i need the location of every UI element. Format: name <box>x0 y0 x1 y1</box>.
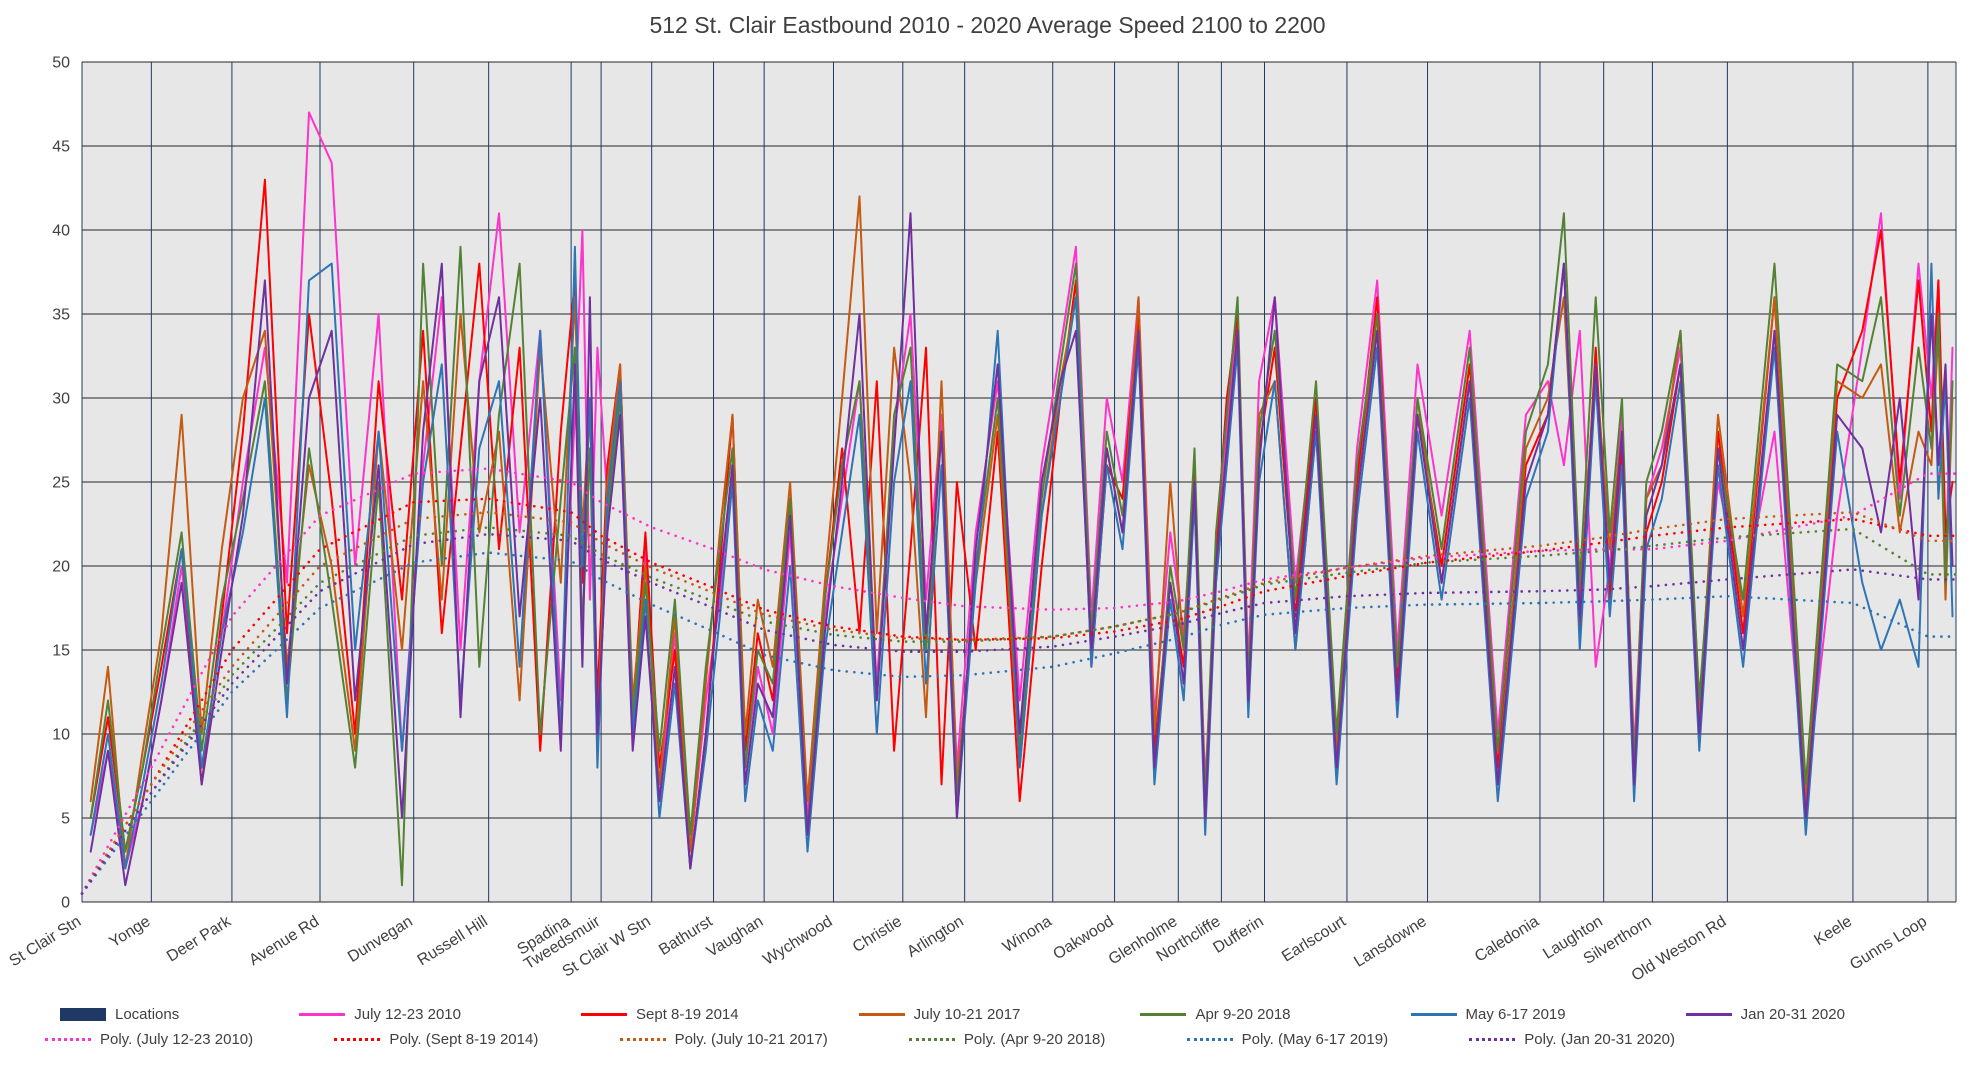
trendline-poly-july-12-23-2010 <box>80 467 1958 895</box>
legend-swatch-poly-may-6-17-2019 <box>1186 1038 1233 1041</box>
legend-swatch-poly-jan-20-31-2020 <box>1469 1038 1516 1041</box>
legend-swatch-poly-july-12-23-2010 <box>45 1038 91 1041</box>
legend-label: July 12-23 2010 <box>354 1006 461 1023</box>
legend-label: Poly. (July 12-23 2010) <box>100 1031 254 1048</box>
x-tick-label: Lansdowne <box>1351 913 1430 971</box>
x-tick-label: Arlington <box>904 913 967 961</box>
x-tick-label: St Clair Stn <box>6 913 84 970</box>
x-tick-label: Vaughan <box>704 913 766 961</box>
legend-item-locations: Locations <box>60 1006 179 1023</box>
x-tick-label: Dufferin <box>1210 913 1266 957</box>
legend-swatch-jan-20-31-2020 <box>1685 1013 1732 1016</box>
y-axis-labels: 0 5 10 15 20 25 30 35 40 45 50 <box>52 55 70 912</box>
legend-item-poly-july-12-23-2010: Poly. (July 12-23 2010) <box>45 1031 253 1048</box>
y-tick-label: 15 <box>52 643 70 660</box>
legend-label: Poly. (July 10-21 2017) <box>674 1031 828 1048</box>
x-tick-label: Russell Hill <box>415 913 491 969</box>
x-tick-label: Christie <box>850 913 905 956</box>
y-tick-label: 45 <box>52 139 70 156</box>
legend-item-poly-apr-9-20-2018: Poly. (Apr 9-20 2018) <box>908 1031 1106 1048</box>
x-tick-label: Wychwood <box>760 913 835 969</box>
series-jan-20-31-2020 <box>89 212 1954 887</box>
legend-label: Jan 20-31 2020 <box>1740 1006 1845 1023</box>
y-tick-label: 35 <box>52 307 70 324</box>
legend-label: Poly. (May 6-17 2019) <box>1241 1031 1389 1048</box>
y-tick-label: 40 <box>52 223 70 240</box>
x-tick-label: Deer Park <box>164 912 235 965</box>
plot-area: 0 5 10 15 20 25 30 35 40 45 50 St Clair Stn Yonge Dee… <box>6 55 1958 985</box>
vertical-gridlines <box>81 62 1957 902</box>
legend-label: Apr 9-20 2018 <box>1195 1006 1291 1023</box>
trendline-poly-sept-8-19-2014 <box>80 497 1958 895</box>
legend-item-poly-jan-20-31-2020: Poly. (Jan 20-31 2020) <box>1469 1031 1675 1048</box>
legend-label: Sept 8-19 2014 <box>636 1006 739 1023</box>
x-tick-label: Yonge <box>106 913 153 951</box>
x-tick-label: Keele <box>1811 913 1855 949</box>
legend-item-poly-may-6-17-2019: Poly. (May 6-17 2019) <box>1186 1031 1389 1048</box>
x-tick-label: Avenue Rd <box>246 913 322 969</box>
legend-label: Poly. (Apr 9-20 2018) <box>963 1031 1106 1048</box>
legend-swatch-locations <box>60 1008 106 1021</box>
y-tick-label: 20 <box>52 559 70 576</box>
y-tick-label: 50 <box>52 55 70 72</box>
y-tick-label: 30 <box>52 391 70 408</box>
legend: Locations July 12-23 2010 Sept 8-19 2014 Ju… <box>0 1000 1975 1054</box>
legend-label: Locations <box>115 1006 180 1023</box>
trendline-poly-jan-20-31-2020 <box>80 532 1958 895</box>
x-tick-label: Caledonia <box>1472 913 1542 966</box>
legend-item-poly-sept-8-19-2014: Poly. (Sept 8-19 2014) <box>334 1031 538 1048</box>
legend-label: July 10-21 2017 <box>913 1006 1021 1023</box>
x-tick-label: Dunvegan <box>345 913 416 966</box>
trendline-poly-july-10-21-2017 <box>80 510 1958 895</box>
legend-swatch-poly-july-10-21-2017 <box>619 1038 666 1041</box>
legend-swatch-july-12-23-2010 <box>299 1013 346 1016</box>
legend-label: May 6-17 2019 <box>1465 1006 1566 1023</box>
x-tick-label: Winona <box>1000 913 1055 956</box>
series-apr-9-20-2018 <box>89 212 1954 887</box>
legend-label: Poly. (Sept 8-19 2014) <box>389 1031 539 1048</box>
chart-title: 512 St. Clair Eastbound 2010 - 2020 Aver… <box>649 12 1326 38</box>
x-tick-label: Gunns Loop <box>1847 913 1930 974</box>
legend-item-may-6-17-2019: May 6-17 2019 <box>1410 1006 1566 1023</box>
legend-item-poly-july-10-21-2017: Poly. (July 10-21 2017) <box>619 1031 828 1048</box>
y-tick-label: 25 <box>52 475 70 492</box>
y-tick-label: 5 <box>61 811 70 828</box>
legend-swatch-apr-9-20-2018 <box>1140 1013 1187 1016</box>
legend-item-july-10-21-2017: July 10-21 2017 <box>858 1006 1021 1023</box>
legend-item-july-12-23-2010: July 12-23 2010 <box>299 1006 461 1023</box>
legend-swatch-poly-sept-8-19-2014 <box>334 1038 381 1041</box>
x-tick-label: St Clair W Stn <box>560 913 654 981</box>
legend-swatch-may-6-17-2019 <box>1410 1013 1457 1016</box>
y-tick-label: 0 <box>61 895 70 912</box>
legend-item-jan-20-31-2020: Jan 20-31 2020 <box>1685 1006 1845 1023</box>
x-axis-labels: St Clair Stn Yonge Deer Park Avenue Rd Dunve… <box>6 912 1930 984</box>
legend-row-1: Locations July 12-23 2010 Sept 8-19 2014 Ju… <box>0 1000 1975 1027</box>
legend-swatch-poly-apr-9-20-2018 <box>908 1038 955 1041</box>
legend-item-apr-9-20-2018: Apr 9-20 2018 <box>1140 1006 1291 1023</box>
legend-swatch-sept-8-19-2014 <box>581 1013 628 1016</box>
legend-swatch-july-10-21-2017 <box>858 1013 905 1016</box>
legend-item-sept-8-19-2014: Sept 8-19 2014 <box>581 1006 739 1023</box>
x-tick-label: Earlscourt <box>1279 913 1350 966</box>
legend-label: Poly. (Jan 20-31 2020) <box>1524 1031 1675 1048</box>
legend-row-2: Poly. (July 12-23 2010) Poly. (Sept 8-19 … <box>0 1027 1975 1054</box>
y-tick-label: 10 <box>52 727 70 744</box>
